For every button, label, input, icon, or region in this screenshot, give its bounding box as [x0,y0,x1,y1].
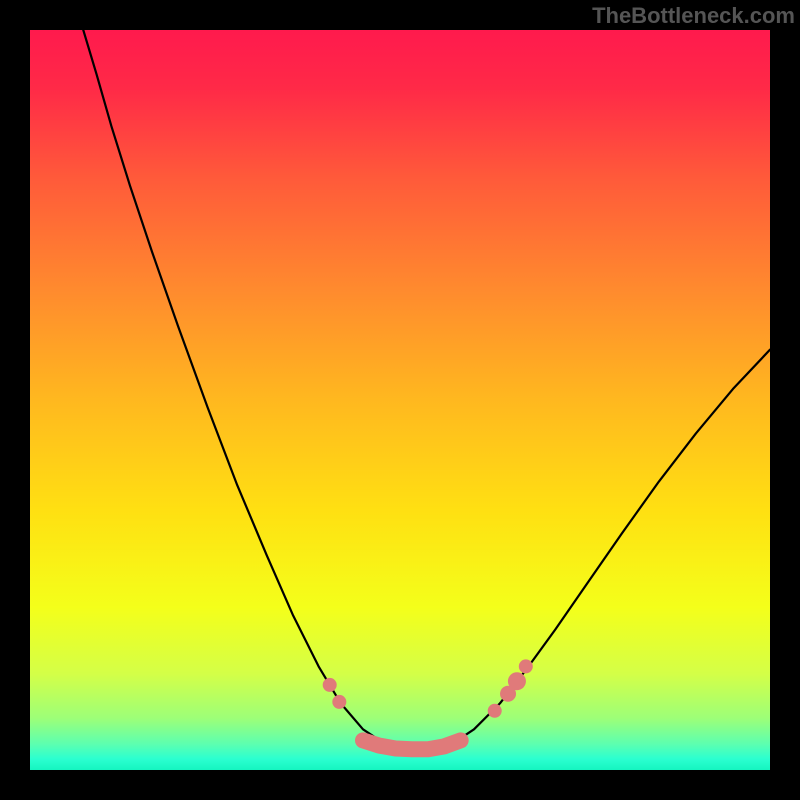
bottleneck-chart-svg [30,30,770,770]
marker-left-1 [332,695,346,709]
plot-area [30,30,770,770]
marker-right-3 [519,659,533,673]
marker-right-0 [488,704,502,718]
gradient-background [30,30,770,770]
marker-right-2 [508,672,526,690]
watermark-text: TheBottleneck.com [592,3,795,29]
marker-flat-segment [363,740,461,749]
marker-left-0 [323,678,337,692]
